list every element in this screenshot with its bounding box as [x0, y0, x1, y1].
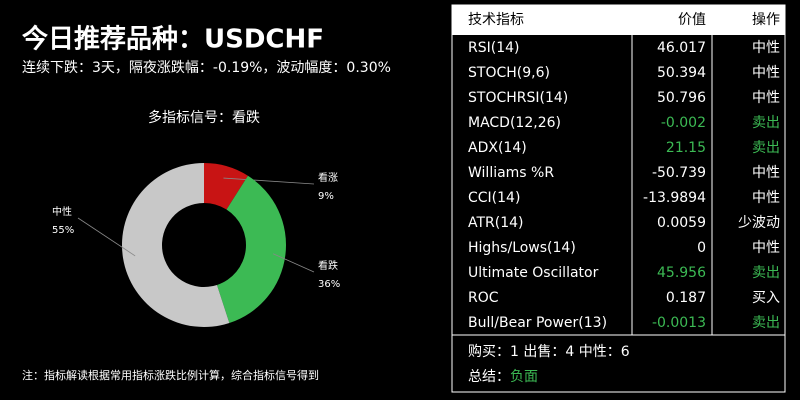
page-title: 今日推荐品种：USDCHF: [22, 24, 324, 55]
indicator-name: RSI(14): [468, 40, 519, 56]
column-header: 操作: [752, 12, 780, 28]
indicator-value: 50.394: [657, 65, 706, 81]
conclusion-label: 总结：: [468, 369, 510, 385]
conclusion: 负面: [510, 369, 538, 385]
indicator-value: 45.956: [657, 265, 706, 281]
slice-label: 看跌: [318, 259, 338, 272]
indicator-action: 中性: [752, 40, 780, 56]
indicator-name: CCI(14): [468, 190, 520, 206]
indicator-action: 卖出: [752, 140, 780, 156]
indicator-action: 买入: [752, 290, 780, 306]
note: 注：指标解读根据常用指标涨跌比例计算，综合指标信号得到: [22, 368, 319, 382]
indicator-value: 0.0059: [657, 215, 706, 231]
indicator-name: Ultimate Oscillator: [468, 265, 599, 281]
indicator-value: 46.017: [657, 40, 706, 56]
indicator-action: 中性: [752, 65, 780, 81]
indicator-value: -0.002: [661, 115, 706, 131]
indicator-action: 中性: [752, 240, 780, 256]
indicator-name: ROC: [468, 290, 499, 306]
indicator-action: 卖出: [752, 115, 780, 131]
leader-line: [77, 217, 136, 257]
slice-value: 9%: [318, 191, 334, 202]
indicator-action: 卖出: [752, 265, 780, 281]
table-header-bg: [452, 5, 785, 35]
chart-title: 多指标信号：看跌: [148, 109, 260, 126]
indicator-action: 少波动: [738, 215, 780, 231]
indicator-action: 中性: [752, 90, 780, 106]
summary: 购买：1 出售：4 中性：6: [468, 344, 630, 360]
indicator-value: 0: [697, 240, 706, 256]
slice-value: 55%: [52, 225, 74, 236]
slice-label: 看涨: [318, 171, 338, 184]
slice-value: 36%: [318, 279, 340, 290]
slice: [216, 175, 286, 323]
indicator-action: 中性: [752, 165, 780, 181]
slice-label: 中性: [52, 205, 72, 218]
indicator-value: 0.187: [666, 290, 706, 306]
indicator-value: -13.9894: [643, 190, 706, 206]
indicator-value: -0.0013: [652, 315, 706, 331]
leader-line: [223, 177, 315, 185]
leader-line: [272, 253, 315, 273]
slice: [121, 163, 230, 327]
indicator-value: -50.739: [652, 165, 706, 181]
indicator-value: 50.796: [657, 90, 706, 106]
indicator-name: Bull/Bear Power(13): [468, 315, 607, 331]
indicator-value: 21.15: [666, 140, 706, 156]
indicator-name: STOCHRSI(14): [468, 90, 568, 106]
indicator-action: 中性: [752, 190, 780, 206]
indicator-name: Highs/Lows(14): [468, 240, 576, 256]
slice: [204, 163, 248, 210]
indicator-name: ATR(14): [468, 215, 524, 231]
indicator-name: ADX(14): [468, 140, 527, 156]
indicator-name: MACD(12,26): [468, 115, 561, 131]
column-header: 价值: [678, 12, 706, 28]
indicator-action: 卖出: [752, 315, 780, 331]
subtitle: 连续下跌：3天，隔夜涨跌幅：-0.19%，波动幅度：0.30%: [22, 59, 391, 76]
column-header: 技术指标: [468, 12, 524, 28]
indicator-name: Williams %R: [468, 165, 554, 181]
indicator-name: STOCH(9,6): [468, 65, 550, 81]
